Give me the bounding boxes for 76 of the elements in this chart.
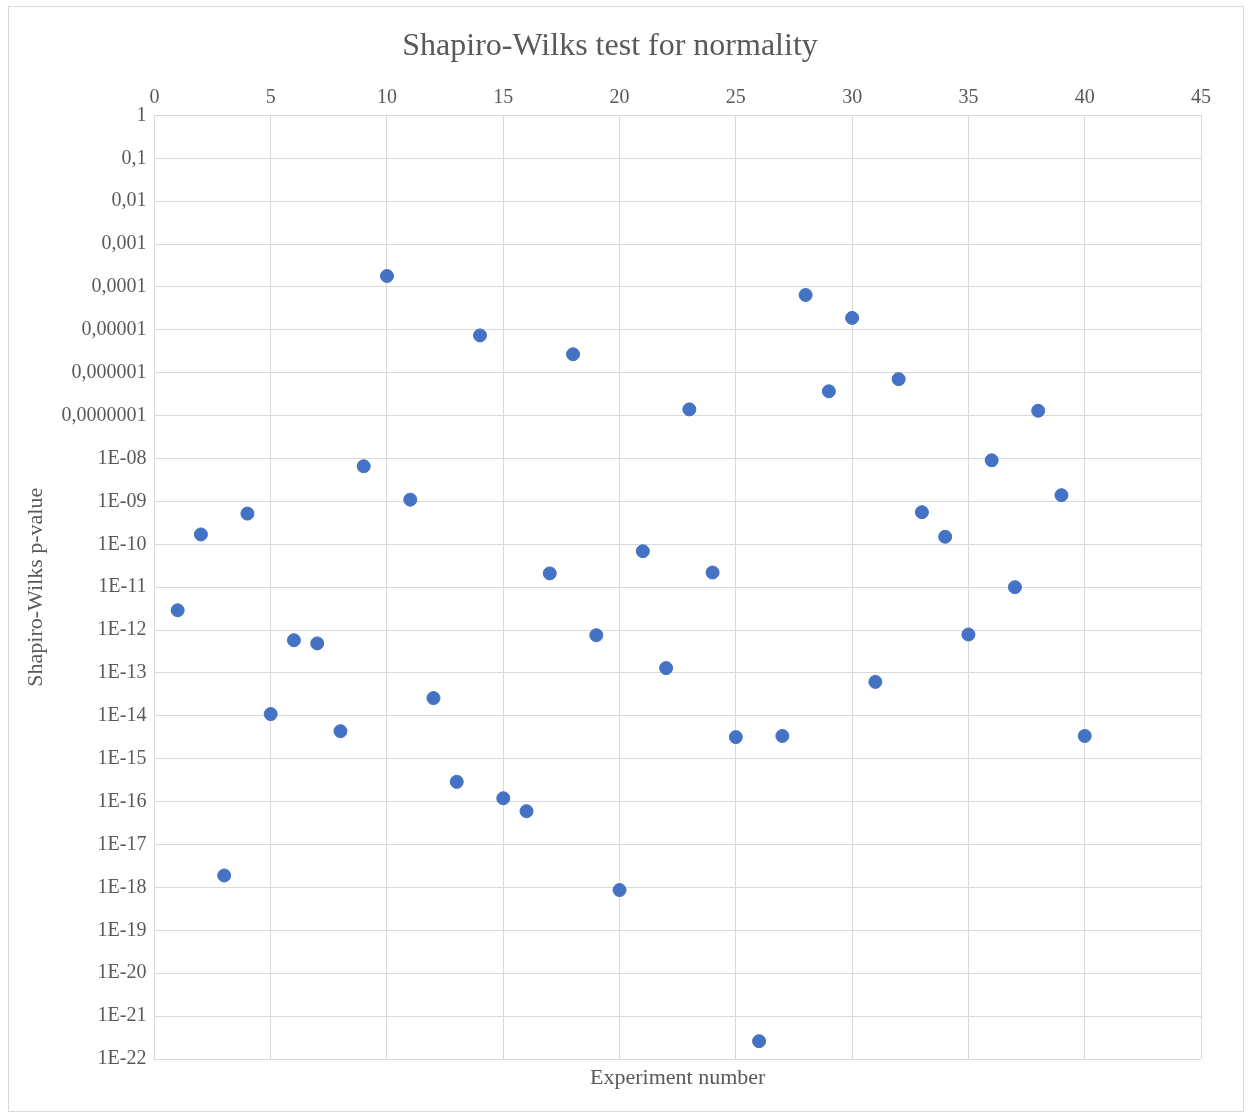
x-tick-label: 40: [1074, 84, 1095, 107]
point: [1054, 488, 1069, 503]
point: [217, 868, 232, 883]
point: [728, 730, 743, 745]
point: [566, 347, 581, 362]
y-tick-label: 1E-09: [97, 488, 147, 511]
point: [891, 372, 906, 387]
point: [193, 527, 208, 542]
y-tick-label: 1E-22: [97, 1046, 147, 1069]
x-tick-label: 10: [376, 84, 397, 107]
x-tick-label: 20: [609, 84, 630, 107]
point: [1031, 403, 1046, 418]
point: [961, 627, 976, 642]
point: [240, 506, 255, 521]
y-tick-label: 1E-17: [97, 831, 147, 854]
point: [286, 633, 301, 648]
point: [845, 310, 860, 325]
x-tick-label: 5: [265, 84, 276, 107]
point: [821, 384, 836, 399]
point: [682, 402, 697, 417]
point: [333, 724, 348, 739]
x-tick-label: 35: [958, 84, 979, 107]
y-tick-label: 1E-14: [97, 703, 147, 726]
point: [310, 636, 325, 651]
point: [938, 529, 953, 544]
y-tick-label: 1E-11: [98, 574, 147, 597]
y-tick-label: 1E-19: [97, 917, 147, 940]
y-tick-label: 1E-08: [97, 445, 147, 468]
point: [798, 287, 813, 302]
y-tick-label: 1E-10: [97, 531, 147, 554]
x-tick-label: 25: [725, 84, 746, 107]
y-tick-label: 0,0000001: [61, 402, 147, 425]
y-tick-label: 1E-15: [97, 746, 147, 769]
y-tick-label: 0,01: [111, 188, 147, 211]
point: [449, 774, 464, 789]
point: [263, 707, 278, 722]
x-tick-label: 0: [149, 84, 160, 107]
point: [868, 674, 883, 689]
point: [705, 565, 720, 580]
y-axis-title: Shapiro-Wilks p-value: [21, 487, 47, 687]
point: [496, 791, 511, 806]
point: [403, 492, 418, 507]
y-tick-label: 1E-21: [97, 1003, 147, 1026]
point: [752, 1034, 767, 1049]
point: [914, 505, 929, 520]
chart-title: Shapiro-Wilks test for normality: [402, 25, 818, 62]
point: [635, 544, 650, 559]
x-tick-label: 15: [493, 84, 514, 107]
x-axis-title: Experiment number: [590, 1063, 767, 1089]
point: [356, 459, 371, 474]
y-tick-label: 0,000001: [71, 360, 147, 382]
point: [1077, 728, 1092, 743]
x-tick-label: 45: [1191, 84, 1211, 107]
y-tick-label: 1E-13: [97, 660, 147, 683]
point: [984, 453, 999, 468]
point: [473, 328, 488, 343]
y-tick-label: 1: [136, 102, 147, 125]
point: [519, 804, 534, 819]
y-tick-label: 1E-18: [97, 874, 147, 897]
point: [170, 603, 185, 618]
point: [379, 269, 394, 284]
point: [426, 691, 441, 706]
y-tick-label: 0,1: [121, 145, 147, 168]
point: [542, 566, 557, 581]
y-tick-label: 1E-16: [97, 788, 147, 811]
x-tick-label: 30: [842, 84, 863, 107]
y-tick-label: 0,001: [101, 231, 147, 254]
y-tick-label: 1E-12: [97, 617, 147, 640]
y-tick-label: 0,0001: [91, 274, 147, 297]
y-tick-label: 0,00001: [81, 317, 147, 340]
point: [612, 883, 627, 898]
point: [659, 661, 674, 676]
point: [589, 628, 604, 643]
y-tick-label: 1E-20: [97, 960, 147, 983]
point: [1007, 580, 1022, 595]
point: [775, 728, 790, 743]
